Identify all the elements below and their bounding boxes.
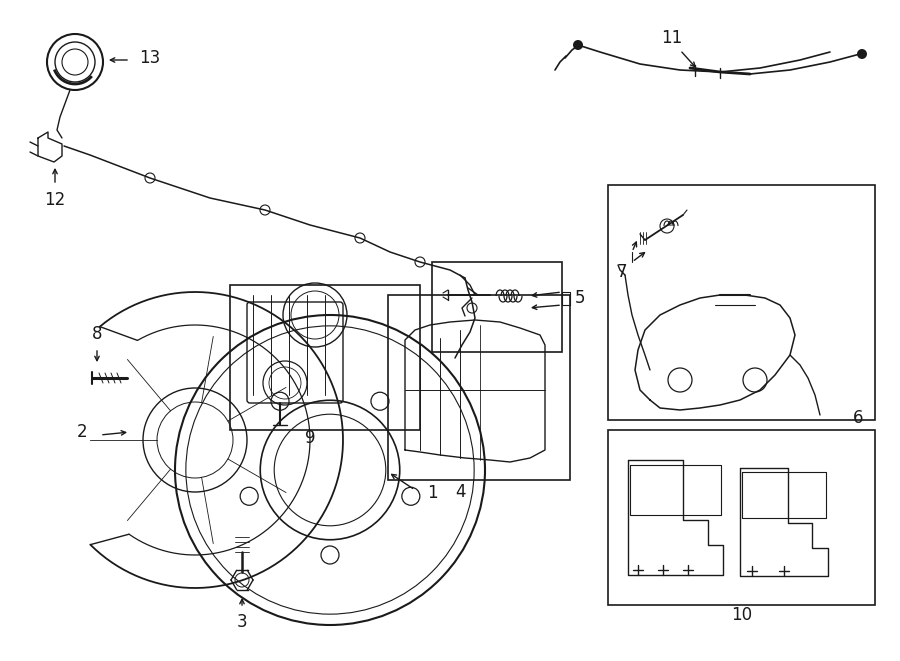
Bar (388, 295, 570, 480)
Bar (608, 185, 875, 420)
Text: 9: 9 (305, 429, 315, 447)
Text: 12: 12 (44, 191, 66, 209)
Text: 3: 3 (237, 613, 248, 631)
Text: 2: 2 (76, 423, 87, 441)
Circle shape (573, 40, 583, 50)
Text: 11: 11 (662, 29, 682, 47)
Text: 1: 1 (427, 484, 437, 502)
Bar (432, 262, 562, 352)
Text: 5: 5 (575, 289, 585, 307)
Text: 13: 13 (140, 49, 160, 67)
Text: 6: 6 (853, 409, 863, 427)
Text: 10: 10 (732, 606, 752, 624)
Bar (230, 285, 420, 430)
Text: 8: 8 (92, 325, 103, 343)
Circle shape (857, 49, 867, 59)
Text: 4: 4 (454, 483, 465, 501)
Bar (608, 430, 875, 605)
Text: 7: 7 (616, 263, 627, 281)
